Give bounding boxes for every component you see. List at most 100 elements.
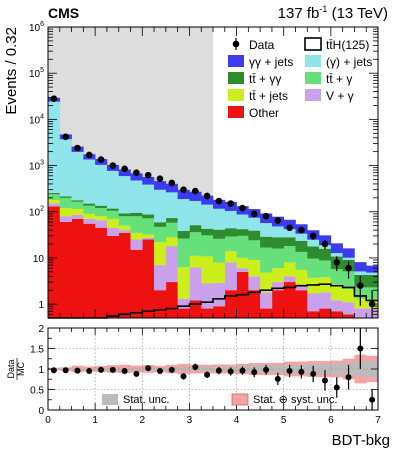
stack-bar [71, 201, 84, 209]
ratio-y-tick-label: 2 [38, 324, 44, 335]
stack-bar [248, 276, 261, 291]
y-tick-label: 106 [29, 21, 44, 34]
ratio-x-tick-label: 3 [187, 415, 193, 426]
ratio-point [121, 368, 128, 375]
stack-bar [59, 216, 72, 222]
stack-bar [295, 233, 308, 241]
stack-bar [271, 290, 285, 318]
data-point [121, 165, 128, 173]
stack-bar [354, 271, 367, 275]
stack-bar [224, 210, 237, 229]
legend-label: tt̄ + γγ [249, 72, 281, 86]
stack-bar [201, 228, 214, 236]
data-point [239, 204, 246, 212]
stack-bar [236, 214, 249, 230]
stack-bar [307, 258, 320, 278]
ratio-point [286, 368, 293, 375]
stack-bar [201, 256, 214, 284]
stack-bar [189, 200, 202, 226]
ratio-legend-swatch [231, 393, 249, 406]
stack-bar [142, 176, 155, 185]
stack-bar [342, 289, 355, 303]
stack-bar [189, 267, 202, 301]
stack-bar [319, 308, 332, 318]
ratio-point [50, 367, 57, 374]
stack-bar [118, 232, 131, 318]
stack-bar [95, 216, 108, 221]
ratio-x-tick-label: 2 [140, 415, 146, 426]
stack-bar [189, 191, 202, 201]
stack-bar [165, 282, 178, 318]
ratio-point [192, 363, 199, 370]
legend-entry-(γ) + jets: (γ) + jets [305, 55, 372, 69]
stack-bar [71, 151, 84, 201]
stack-bar [201, 195, 214, 205]
stack-bar [154, 242, 167, 266]
stack-bar [154, 265, 167, 291]
stack-bar [295, 251, 308, 270]
stack-bar [130, 180, 143, 213]
y-tick-label: 105 [29, 67, 44, 80]
stack-bar [130, 173, 143, 181]
lumi-value: 137 fb [278, 5, 320, 22]
stack-bar [260, 223, 273, 237]
stack-bar [71, 218, 84, 318]
stack-bar [154, 226, 167, 243]
stack-bar [71, 214, 84, 219]
stack-bar [330, 300, 343, 312]
stack-bar [201, 204, 214, 229]
stack-bar [236, 235, 249, 258]
legend-label: γγ + jets [249, 55, 293, 69]
stack-bar [236, 268, 249, 272]
stack-bar [189, 232, 202, 256]
stack-bar [165, 218, 178, 223]
stack-bar [213, 208, 226, 230]
stack-bar [283, 219, 296, 230]
data-point [250, 210, 258, 218]
stack-bar [118, 216, 131, 226]
stack-bar [260, 308, 273, 318]
stack-bar [154, 222, 167, 227]
stack-bar [130, 239, 143, 250]
stack-bar [83, 159, 96, 204]
data-point [262, 212, 270, 220]
stack-bar [248, 240, 261, 261]
stack-bar [177, 308, 190, 318]
experiment-label: CMS [48, 5, 79, 21]
stack-bar [307, 246, 320, 259]
stack-bar [271, 237, 285, 249]
ratio-point [227, 368, 234, 375]
stack-bar [342, 314, 355, 318]
series-Other [48, 206, 355, 318]
legend-label: Other [249, 106, 279, 120]
stack-bar [307, 311, 320, 318]
stack-bar [248, 260, 261, 277]
stack-bar [319, 248, 332, 261]
legend-swatch [305, 55, 321, 67]
ratio-y-tick-label: 1.5 [30, 345, 44, 356]
stack-bar [59, 197, 72, 209]
ratio-point [156, 368, 163, 375]
ratio-x-tick-label: 0 [45, 415, 51, 426]
stack-bar [130, 216, 143, 233]
data-point [133, 169, 140, 177]
data-point [309, 232, 317, 240]
stack-bar [83, 213, 96, 219]
ratio-point [263, 366, 270, 373]
stack-bar [142, 234, 155, 238]
stack-bar [342, 302, 355, 315]
y-tick-label: 10 [33, 254, 45, 265]
stack-bar [154, 181, 167, 190]
ratio-x-tick-label: 4 [234, 415, 240, 426]
stack-bar [118, 213, 131, 217]
ratio-point [98, 366, 105, 373]
stack-bar [177, 267, 190, 299]
stack-bar [319, 292, 332, 309]
legend-swatch [305, 89, 321, 101]
ratio-point [204, 371, 211, 378]
stack-bar [366, 265, 379, 273]
stack-bar [142, 237, 155, 240]
ratio-y-tick-label: 0.5 [30, 386, 44, 397]
stack-bar [330, 269, 343, 285]
